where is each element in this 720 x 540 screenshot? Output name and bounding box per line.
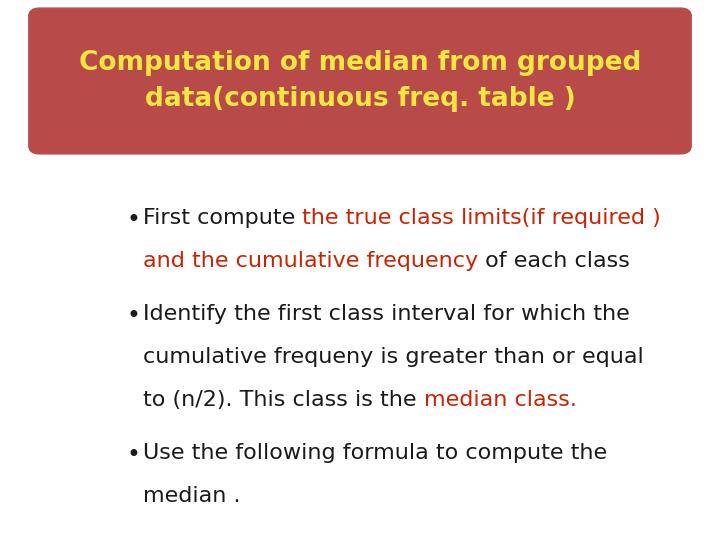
Text: the true class limits(if required ): the true class limits(if required ) — [302, 208, 661, 228]
Text: of each class: of each class — [478, 251, 630, 271]
Text: First compute: First compute — [143, 208, 302, 228]
Text: •: • — [126, 305, 140, 328]
Text: median class.: median class. — [423, 390, 577, 410]
Text: median .: median . — [143, 486, 240, 506]
Text: Identify the first class interval for which the: Identify the first class interval for wh… — [143, 305, 630, 325]
Text: Use the following formula to compute the: Use the following formula to compute the — [143, 443, 607, 463]
Text: •: • — [126, 208, 140, 232]
Text: •: • — [126, 443, 140, 467]
Text: cumulative frequeny is greater than or equal: cumulative frequeny is greater than or e… — [143, 347, 644, 367]
Text: Computation of median from grouped
data(continuous freq. table ): Computation of median from grouped data(… — [78, 51, 642, 111]
Text: and the cumulative frequency: and the cumulative frequency — [143, 251, 478, 271]
Text: to (n/2). This class is the: to (n/2). This class is the — [143, 390, 423, 410]
FancyBboxPatch shape — [29, 8, 691, 154]
